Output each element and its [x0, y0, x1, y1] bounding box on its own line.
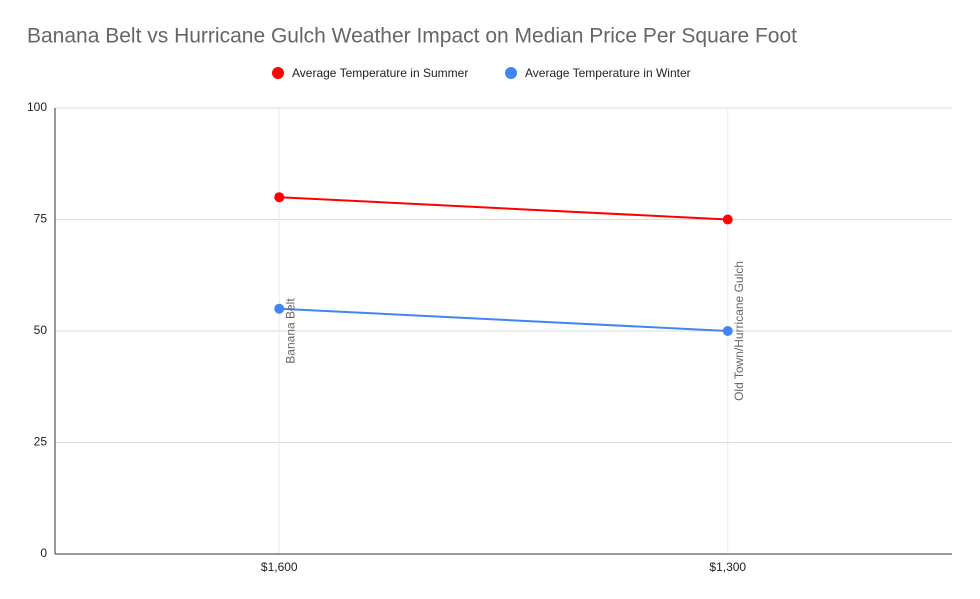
- legend-marker: [272, 67, 284, 79]
- data-point: [722, 326, 733, 336]
- chart-title: Banana Belt vs Hurricane Gulch Weather I…: [27, 25, 797, 48]
- y-tick-label: 25: [34, 435, 48, 449]
- annotation: Old Town/Hurricane Gulch: [732, 261, 746, 401]
- legend-label: Average Temperature in Winter: [525, 66, 691, 80]
- y-tick-label: 75: [34, 212, 48, 226]
- annotation: Banana Belt: [283, 298, 297, 364]
- data-point: [722, 214, 733, 225]
- legend-marker: [505, 67, 517, 79]
- series-line: [279, 196, 728, 221]
- x-tick-label: $1,600: [261, 560, 298, 574]
- y-tick-label: 100: [27, 100, 47, 114]
- y-tick-label: 50: [34, 323, 48, 337]
- data-point: [274, 192, 285, 203]
- data-point: [274, 303, 285, 314]
- legend-label: Average Temperature in Summer: [292, 66, 468, 80]
- y-tick-label: 0: [40, 546, 47, 560]
- series-line: [279, 307, 728, 332]
- x-tick-label: $1,300: [709, 560, 746, 574]
